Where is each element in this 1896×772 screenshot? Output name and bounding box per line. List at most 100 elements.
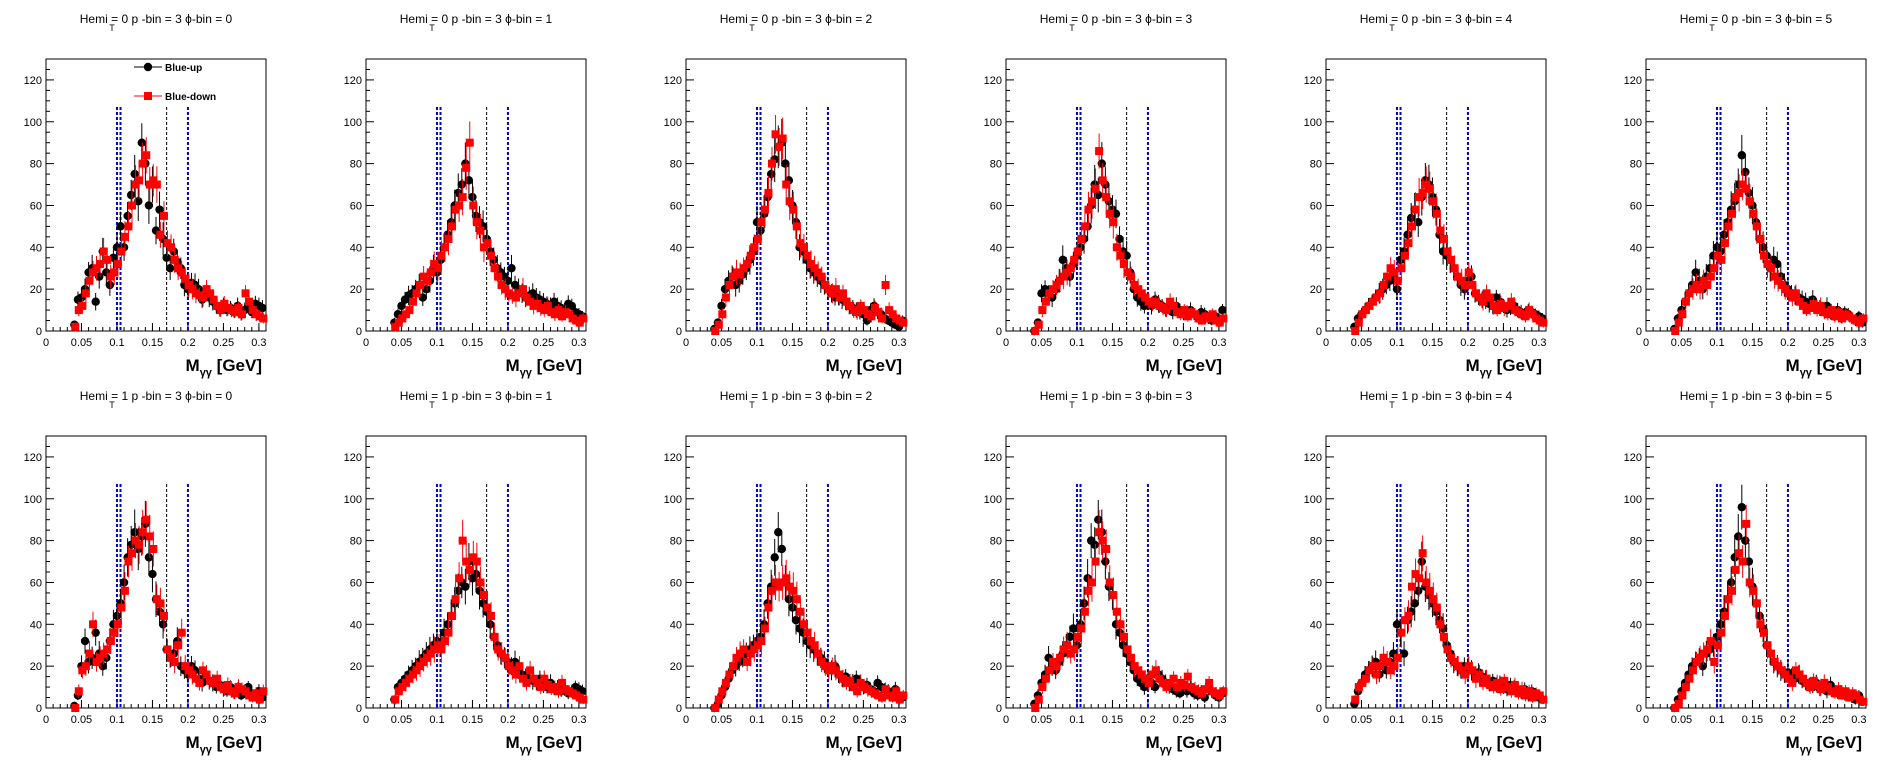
x-tick-label: 0.15 (1102, 337, 1123, 349)
data-point (1205, 314, 1214, 323)
x-axis-title-subscript: γγ (1800, 367, 1813, 379)
data-point (1066, 649, 1075, 658)
data-point (1478, 678, 1487, 687)
data-point (1749, 586, 1758, 595)
data-point (1091, 184, 1100, 193)
data-point (1809, 676, 1818, 685)
data-point (1696, 653, 1705, 662)
data-point (725, 670, 734, 679)
data-point (105, 280, 115, 290)
data-point (455, 574, 464, 583)
data-point (1151, 666, 1160, 675)
chart-panel: Hemi = 1 p -bin = 3 ϕ-bin = 4T 0 20 40 60 80 1… (1304, 389, 1548, 756)
data-point (1150, 682, 1160, 692)
data-point (1737, 151, 1747, 160)
data-point (1774, 662, 1783, 671)
data-point (828, 662, 837, 671)
data-point (814, 268, 823, 277)
data-point (1503, 301, 1512, 310)
data-point (803, 628, 812, 637)
data-point (1823, 310, 1832, 319)
data-point (774, 528, 783, 537)
data-point (471, 211, 481, 221)
x-tick-label: 0.05 (711, 337, 732, 349)
data-point (181, 274, 190, 283)
series-blue-up (1350, 162, 1547, 332)
data-point (1432, 209, 1441, 218)
data-point (1489, 301, 1498, 310)
y-tick-label: 60 (1630, 200, 1642, 212)
chart-title-subscript: T (1389, 23, 1395, 33)
data-point (1752, 222, 1761, 231)
data-point (743, 657, 752, 666)
data-point (799, 620, 808, 629)
x-tick-label: 0 (1003, 337, 1009, 349)
data-point (1148, 670, 1157, 679)
x-axis-title-subscript: γγ (1160, 744, 1173, 756)
data-point (1097, 159, 1107, 168)
data-point (899, 691, 908, 700)
data-point (835, 670, 844, 679)
data-point (78, 666, 87, 675)
data-point (1052, 662, 1061, 671)
data-point (1510, 680, 1519, 689)
data-point (1439, 632, 1448, 641)
data-point (781, 159, 790, 168)
chart-panel: Hemi = 1 p -bin = 3 ϕ-bin = 0T 0 20 40 60 80 1… (24, 389, 268, 756)
data-point (504, 662, 513, 671)
data-point (1109, 218, 1118, 227)
data-point (259, 687, 268, 696)
data-point (433, 641, 442, 650)
data-point (1443, 247, 1452, 256)
data-point (1781, 285, 1790, 294)
data-point (458, 193, 467, 202)
data-point (1134, 285, 1143, 294)
data-point (451, 205, 460, 214)
data-point (771, 130, 780, 139)
data-point (462, 557, 471, 566)
data-point (1450, 657, 1459, 666)
x-tick-label: 0.3 (1531, 714, 1546, 726)
x-tick-label: 0 (1643, 337, 1649, 349)
x-axis-title-main: M (506, 733, 520, 752)
y-tick-label: 0 (676, 703, 682, 715)
data-point (1219, 687, 1228, 696)
data-point (124, 557, 133, 566)
data-point (1724, 222, 1733, 231)
data-point (91, 628, 100, 637)
x-axis-title-main: M (826, 356, 840, 375)
data-point (1091, 557, 1100, 566)
y-tick-label: 100 (1624, 117, 1642, 129)
x-tick-label: 0 (1323, 714, 1329, 726)
data-point (1738, 557, 1747, 566)
y-tick-label: 80 (670, 159, 682, 171)
data-point (1767, 649, 1776, 658)
data-point (1816, 685, 1825, 694)
data-point (99, 247, 108, 256)
data-point (1127, 272, 1136, 281)
y-tick-label: 40 (30, 242, 42, 254)
x-axis-title-main: M (1786, 733, 1800, 752)
data-point (85, 276, 94, 285)
data-point (881, 280, 890, 289)
data-point (1436, 226, 1445, 235)
data-point (792, 222, 801, 231)
data-point (476, 226, 485, 235)
data-point (1094, 515, 1103, 524)
data-point (1397, 628, 1406, 637)
data-point (1176, 310, 1185, 319)
data-point (714, 320, 723, 329)
x-tick-label: 0.25 (1813, 714, 1834, 726)
chart-title-text: Hemi = 1 p -bin = 3 ϕ-bin = 4 (1360, 389, 1513, 403)
series-blue-down (71, 501, 268, 712)
data-point (419, 657, 428, 666)
y-tick-label: 80 (350, 536, 362, 548)
data-point (878, 314, 887, 323)
data-point (485, 620, 495, 629)
data-point (1077, 234, 1086, 243)
data-point (711, 327, 720, 335)
data-point (1130, 662, 1139, 671)
data-point (468, 192, 477, 202)
y-tick-label: 100 (344, 117, 362, 129)
